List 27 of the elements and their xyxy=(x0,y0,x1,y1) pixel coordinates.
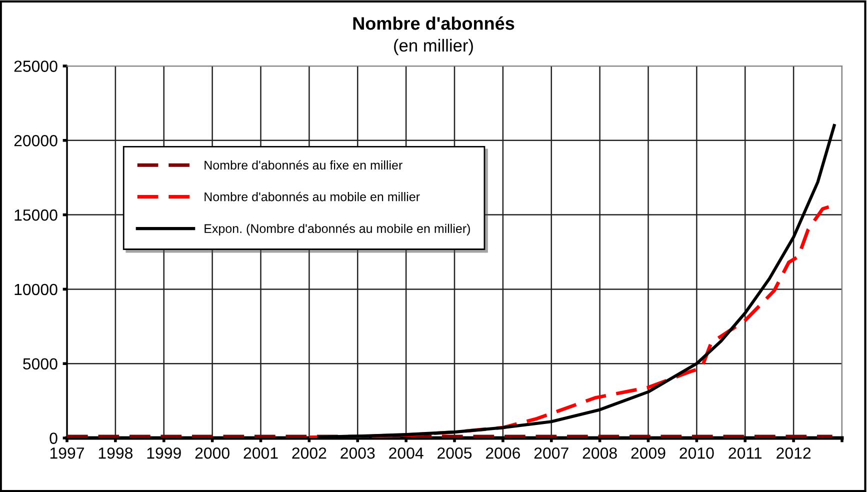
x-tick-label: 2007 xyxy=(534,447,568,459)
x-tick-label: 2009 xyxy=(631,447,666,459)
legend-label: Nombre d'abonnés au mobile en millier xyxy=(204,192,420,202)
legend-label: Expon. (Nombre d'abonnés au mobile en millier) xyxy=(204,224,470,236)
x-tick-label: 1998 xyxy=(98,447,133,459)
y-tick-label: 10000 xyxy=(14,284,58,296)
chart-title: Nombre d'abonnés xyxy=(353,16,514,30)
x-tick-label: 2002 xyxy=(292,447,326,459)
x-tick-label: 2005 xyxy=(438,447,472,459)
x-tick-label: 2003 xyxy=(340,447,375,459)
y-tick-label: 15000 xyxy=(14,209,58,221)
x-tick-label: 1997 xyxy=(50,447,84,459)
x-tick-label: 2010 xyxy=(680,447,714,459)
chart-subtitle: (en millier) xyxy=(394,38,473,56)
y-tick-label: 25000 xyxy=(14,60,58,72)
x-tick-label: 2001 xyxy=(244,447,278,459)
x-tick-label: 2004 xyxy=(389,447,424,459)
x-tick-label: 2006 xyxy=(486,447,520,459)
x-tick-label: 2008 xyxy=(582,447,617,459)
x-tick-label: 2011 xyxy=(728,447,762,459)
y-tick-label: 5000 xyxy=(23,358,58,370)
x-tick-label: 2012 xyxy=(776,447,811,459)
x-tick-label: 2000 xyxy=(195,447,230,459)
y-tick-label: 0 xyxy=(50,432,58,444)
y-tick-label: 20000 xyxy=(14,135,58,146)
legend-label: Nombre d'abonnés au fixe en millier xyxy=(204,160,402,170)
x-tick-label: 1999 xyxy=(147,447,181,459)
